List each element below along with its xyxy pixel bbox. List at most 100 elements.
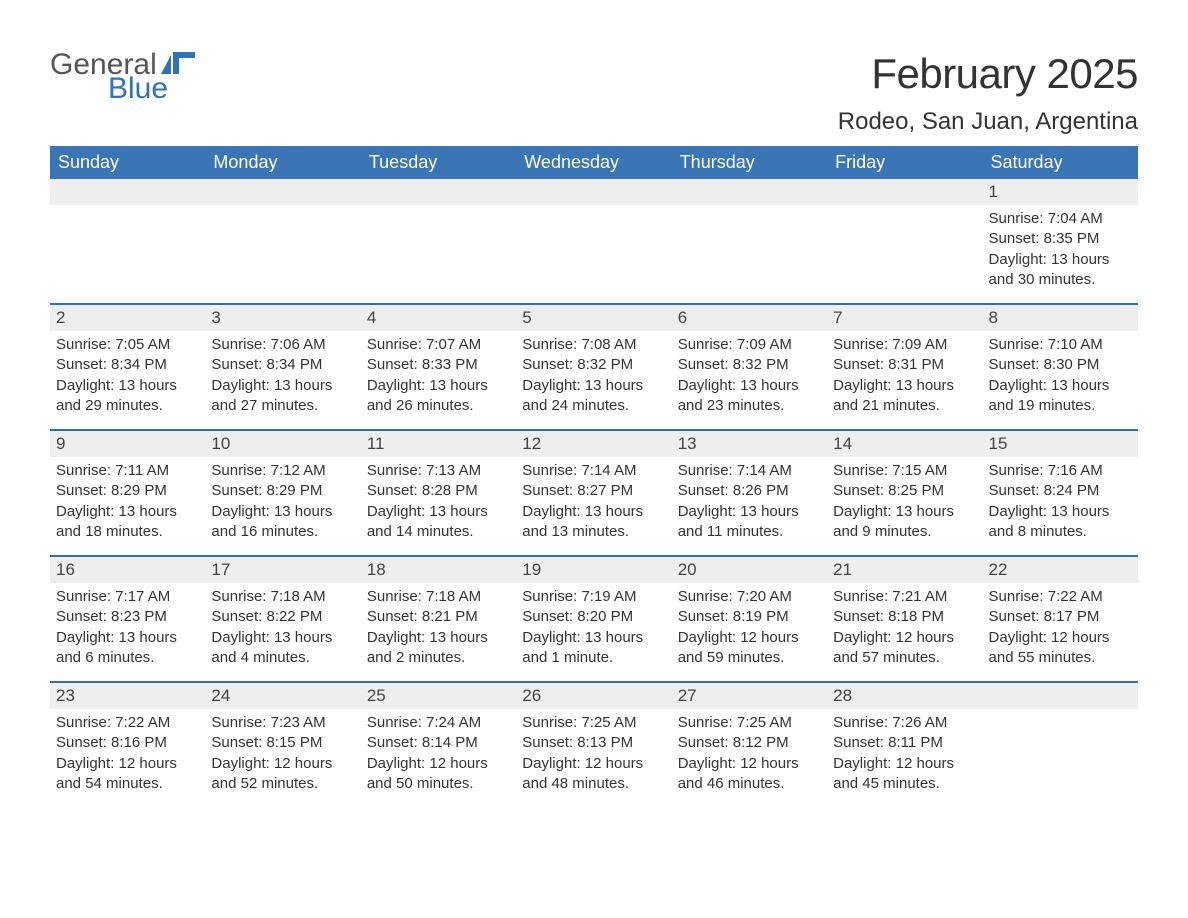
day-body bbox=[672, 205, 827, 215]
sunset-line: Sunset: 8:20 PM bbox=[522, 607, 665, 627]
sunset-line: Sunset: 8:32 PM bbox=[678, 355, 821, 375]
sunrise-line: Sunrise: 7:19 AM bbox=[522, 587, 665, 607]
calendar-week-row: 2Sunrise: 7:05 AMSunset: 8:34 PMDaylight… bbox=[50, 303, 1138, 429]
weekday-header-cell: Wednesday bbox=[516, 146, 671, 179]
daylight-line: Daylight: 12 hours and 54 minutes. bbox=[56, 754, 199, 795]
sunset-line: Sunset: 8:22 PM bbox=[211, 607, 354, 627]
day-body: Sunrise: 7:18 AMSunset: 8:22 PMDaylight:… bbox=[205, 583, 360, 674]
sunrise-line: Sunrise: 7:09 AM bbox=[833, 335, 976, 355]
day-number: 10 bbox=[205, 431, 360, 457]
calendar-day-cell bbox=[672, 179, 827, 303]
calendar-day-cell: 3Sunrise: 7:06 AMSunset: 8:34 PMDaylight… bbox=[205, 305, 360, 429]
weekday-header-cell: Monday bbox=[205, 146, 360, 179]
day-number: 7 bbox=[827, 305, 982, 331]
day-number bbox=[983, 683, 1138, 709]
location-subtitle: Rodeo, San Juan, Argentina bbox=[838, 108, 1138, 136]
sunset-line: Sunset: 8:31 PM bbox=[833, 355, 976, 375]
day-body: Sunrise: 7:05 AMSunset: 8:34 PMDaylight:… bbox=[50, 331, 205, 422]
sunset-line: Sunset: 8:29 PM bbox=[56, 481, 199, 501]
calendar-day-cell: 16Sunrise: 7:17 AMSunset: 8:23 PMDayligh… bbox=[50, 557, 205, 681]
sunset-line: Sunset: 8:11 PM bbox=[833, 733, 976, 753]
day-body: Sunrise: 7:24 AMSunset: 8:14 PMDaylight:… bbox=[361, 709, 516, 800]
calendar-day-cell: 27Sunrise: 7:25 AMSunset: 8:12 PMDayligh… bbox=[672, 683, 827, 807]
day-body bbox=[516, 205, 671, 215]
weekday-header-cell: Tuesday bbox=[361, 146, 516, 179]
day-number: 6 bbox=[672, 305, 827, 331]
sunset-line: Sunset: 8:34 PM bbox=[56, 355, 199, 375]
day-number: 8 bbox=[983, 305, 1138, 331]
sunset-line: Sunset: 8:12 PM bbox=[678, 733, 821, 753]
daylight-line: Daylight: 13 hours and 14 minutes. bbox=[367, 502, 510, 543]
daylight-line: Daylight: 12 hours and 46 minutes. bbox=[678, 754, 821, 795]
calendar-day-cell: 10Sunrise: 7:12 AMSunset: 8:29 PMDayligh… bbox=[205, 431, 360, 555]
sunrise-line: Sunrise: 7:11 AM bbox=[56, 461, 199, 481]
day-number: 19 bbox=[516, 557, 671, 583]
daylight-line: Daylight: 12 hours and 48 minutes. bbox=[522, 754, 665, 795]
calendar-day-cell bbox=[50, 179, 205, 303]
day-number: 13 bbox=[672, 431, 827, 457]
day-number: 1 bbox=[983, 179, 1138, 205]
sunrise-line: Sunrise: 7:22 AM bbox=[989, 587, 1132, 607]
day-number: 28 bbox=[827, 683, 982, 709]
calendar-day-cell: 26Sunrise: 7:25 AMSunset: 8:13 PMDayligh… bbox=[516, 683, 671, 807]
sunrise-line: Sunrise: 7:08 AM bbox=[522, 335, 665, 355]
daylight-line: Daylight: 13 hours and 27 minutes. bbox=[211, 376, 354, 417]
day-number bbox=[50, 179, 205, 205]
calendar-day-cell: 21Sunrise: 7:21 AMSunset: 8:18 PMDayligh… bbox=[827, 557, 982, 681]
daylight-line: Daylight: 13 hours and 24 minutes. bbox=[522, 376, 665, 417]
calendar-day-cell: 11Sunrise: 7:13 AMSunset: 8:28 PMDayligh… bbox=[361, 431, 516, 555]
calendar-day-cell: 6Sunrise: 7:09 AMSunset: 8:32 PMDaylight… bbox=[672, 305, 827, 429]
sunset-line: Sunset: 8:35 PM bbox=[989, 229, 1132, 249]
day-number: 4 bbox=[361, 305, 516, 331]
day-number bbox=[672, 179, 827, 205]
sunrise-line: Sunrise: 7:07 AM bbox=[367, 335, 510, 355]
calendar-day-cell: 22Sunrise: 7:22 AMSunset: 8:17 PMDayligh… bbox=[983, 557, 1138, 681]
calendar-week-row: 23Sunrise: 7:22 AMSunset: 8:16 PMDayligh… bbox=[50, 681, 1138, 807]
page-header: General Blue February 2025 Rodeo, San Ju… bbox=[50, 50, 1138, 136]
sunset-line: Sunset: 8:27 PM bbox=[522, 481, 665, 501]
calendar-day-cell: 8Sunrise: 7:10 AMSunset: 8:30 PMDaylight… bbox=[983, 305, 1138, 429]
sunset-line: Sunset: 8:25 PM bbox=[833, 481, 976, 501]
calendar-day-cell: 24Sunrise: 7:23 AMSunset: 8:15 PMDayligh… bbox=[205, 683, 360, 807]
sunrise-line: Sunrise: 7:14 AM bbox=[678, 461, 821, 481]
daylight-line: Daylight: 13 hours and 16 minutes. bbox=[211, 502, 354, 543]
day-body: Sunrise: 7:25 AMSunset: 8:13 PMDaylight:… bbox=[516, 709, 671, 800]
daylight-line: Daylight: 13 hours and 4 minutes. bbox=[211, 628, 354, 669]
calendar-day-cell: 5Sunrise: 7:08 AMSunset: 8:32 PMDaylight… bbox=[516, 305, 671, 429]
sunrise-line: Sunrise: 7:09 AM bbox=[678, 335, 821, 355]
daylight-line: Daylight: 13 hours and 18 minutes. bbox=[56, 502, 199, 543]
calendar-day-cell: 25Sunrise: 7:24 AMSunset: 8:14 PMDayligh… bbox=[361, 683, 516, 807]
calendar-day-cell: 23Sunrise: 7:22 AMSunset: 8:16 PMDayligh… bbox=[50, 683, 205, 807]
month-title: February 2025 bbox=[838, 50, 1138, 98]
sunrise-line: Sunrise: 7:15 AM bbox=[833, 461, 976, 481]
calendar-day-cell bbox=[516, 179, 671, 303]
day-number: 23 bbox=[50, 683, 205, 709]
day-body: Sunrise: 7:22 AMSunset: 8:16 PMDaylight:… bbox=[50, 709, 205, 800]
day-body: Sunrise: 7:21 AMSunset: 8:18 PMDaylight:… bbox=[827, 583, 982, 674]
sunrise-line: Sunrise: 7:04 AM bbox=[989, 209, 1132, 229]
calendar-week-row: 9Sunrise: 7:11 AMSunset: 8:29 PMDaylight… bbox=[50, 429, 1138, 555]
daylight-line: Daylight: 13 hours and 11 minutes. bbox=[678, 502, 821, 543]
sunset-line: Sunset: 8:24 PM bbox=[989, 481, 1132, 501]
calendar-day-cell bbox=[827, 179, 982, 303]
sunrise-line: Sunrise: 7:17 AM bbox=[56, 587, 199, 607]
day-number: 15 bbox=[983, 431, 1138, 457]
calendar-day-cell bbox=[205, 179, 360, 303]
weekday-header-row: SundayMondayTuesdayWednesdayThursdayFrid… bbox=[50, 146, 1138, 179]
day-number: 5 bbox=[516, 305, 671, 331]
day-body bbox=[827, 205, 982, 215]
calendar-day-cell: 13Sunrise: 7:14 AMSunset: 8:26 PMDayligh… bbox=[672, 431, 827, 555]
daylight-line: Daylight: 12 hours and 55 minutes. bbox=[989, 628, 1132, 669]
day-body: Sunrise: 7:16 AMSunset: 8:24 PMDaylight:… bbox=[983, 457, 1138, 548]
day-body bbox=[361, 205, 516, 215]
calendar-day-cell: 18Sunrise: 7:18 AMSunset: 8:21 PMDayligh… bbox=[361, 557, 516, 681]
day-body bbox=[983, 709, 1138, 719]
sunset-line: Sunset: 8:19 PM bbox=[678, 607, 821, 627]
day-number: 16 bbox=[50, 557, 205, 583]
sunrise-line: Sunrise: 7:14 AM bbox=[522, 461, 665, 481]
calendar-day-cell: 28Sunrise: 7:26 AMSunset: 8:11 PMDayligh… bbox=[827, 683, 982, 807]
sunrise-line: Sunrise: 7:18 AM bbox=[211, 587, 354, 607]
day-number: 9 bbox=[50, 431, 205, 457]
day-body: Sunrise: 7:25 AMSunset: 8:12 PMDaylight:… bbox=[672, 709, 827, 800]
day-number: 27 bbox=[672, 683, 827, 709]
